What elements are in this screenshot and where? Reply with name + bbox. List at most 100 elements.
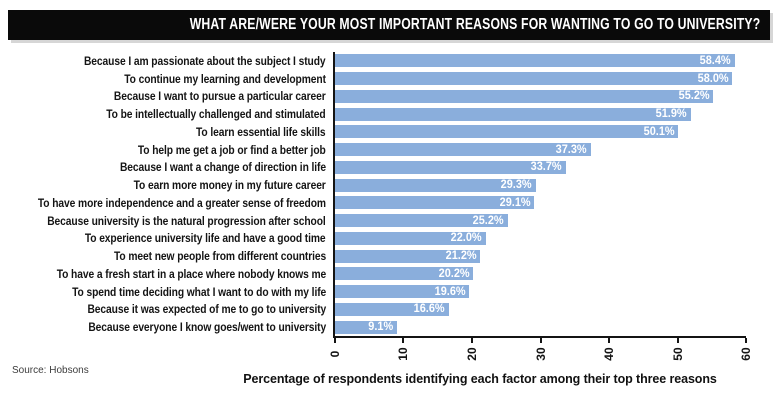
category-label-text: Because university is the natural progre…: [47, 213, 327, 228]
bar-value-label: 37.3%: [555, 143, 587, 156]
bar-value-label: 58.4%: [700, 54, 732, 67]
category-label-text: To meet new people from different countr…: [113, 249, 326, 264]
bar-row: 29.3%: [335, 176, 746, 194]
bar: 16.6%: [335, 302, 449, 316]
source-note: Source: Hobsons: [12, 365, 89, 376]
category-label: To help me get a job or find a better jo…: [0, 141, 326, 159]
bar: 50.1%: [335, 125, 679, 139]
category-label: To earn more money in my future career: [0, 176, 326, 194]
category-label-text: To have a fresh start in a place where n…: [56, 266, 327, 281]
category-label: To meet new people from different countr…: [0, 247, 326, 265]
category-label: To have more independence and a greater …: [0, 194, 326, 212]
bar-row: 33.7%: [335, 159, 746, 177]
category-label: Because it was expected of me to go to u…: [0, 301, 326, 319]
x-axis-ticks: 0 10 20 30 40 50 60: [328, 336, 753, 376]
bar: 9.1%: [335, 320, 398, 334]
category-label: To be intellectually challenged and stim…: [0, 105, 326, 123]
bar: 55.2%: [335, 89, 714, 103]
bar-row: 58.4%: [335, 52, 746, 70]
category-label-text: Because everyone I know goes/went to uni…: [88, 320, 326, 335]
chart-title-bar: WHAT ARE/WERE YOUR MOST IMPORTANT REASON…: [8, 10, 770, 40]
bar: 25.2%: [335, 214, 508, 228]
bar-value-label: 29.3%: [500, 178, 532, 191]
bar-row: 9.1%: [335, 318, 746, 336]
bar-row: 25.2%: [335, 212, 746, 230]
x-axis-tick-mark: [334, 338, 336, 343]
x-axis-tick-mark: [607, 338, 610, 343]
chart-title: WHAT ARE/WERE YOUR MOST IMPORTANT REASON…: [189, 16, 760, 33]
category-label-text: To spend time deciding what I want to do…: [71, 284, 326, 299]
category-label-text: To experience university life and have a…: [85, 231, 326, 246]
category-label-text: To have more independence and a greater …: [37, 195, 326, 210]
bar-value-label: 29.1%: [499, 196, 531, 209]
bar-value-label: 58.0%: [697, 72, 729, 85]
bar-row: 19.6%: [335, 283, 746, 301]
bar-row: 16.6%: [335, 301, 746, 319]
bar-value-label: 16.6%: [413, 303, 445, 316]
category-label: Because I want to pursue a particular ca…: [0, 88, 326, 106]
bar-row: 51.9%: [335, 105, 746, 123]
category-label: Because I want a change of direction in …: [0, 159, 326, 177]
bar-row: 20.2%: [335, 265, 746, 283]
bar: 21.2%: [335, 249, 481, 263]
bar-value-label: 33.7%: [530, 161, 562, 174]
x-axis-tick-label-text: 0: [328, 350, 342, 358]
bar-value-label: 51.9%: [655, 107, 687, 120]
x-axis-tick-mark: [402, 338, 405, 343]
category-label-text: To be intellectually challenged and stim…: [106, 107, 326, 122]
category-label: To experience university life and have a…: [0, 230, 326, 248]
category-label-text: Because I want a change of direction in …: [119, 160, 326, 175]
category-label: Because university is the natural progre…: [0, 212, 327, 230]
x-axis-tick-mark: [470, 338, 473, 343]
category-label: To learn essential life skills: [0, 123, 326, 141]
x-axis-tick-label-text: 50: [670, 347, 685, 361]
bar: 29.3%: [335, 178, 536, 192]
bar: 22.0%: [335, 231, 486, 245]
x-axis-tick-label-text: 40: [601, 347, 616, 361]
bar: 51.9%: [335, 107, 691, 121]
category-label-text: Because it was expected of me to go to u…: [87, 302, 326, 317]
x-axis-title: Percentage of respondents identifying ea…: [243, 372, 717, 386]
bar-row: 55.2%: [335, 88, 746, 106]
bar: 19.6%: [335, 285, 470, 299]
category-label-text: To help me get a job or find a better jo…: [138, 142, 326, 157]
bar-value-label: 20.2%: [438, 267, 470, 280]
bar: 58.4%: [335, 54, 736, 68]
bar-value-label: 55.2%: [678, 90, 710, 103]
x-axis-tick-label-text: 10: [396, 347, 411, 361]
category-labels-column: Because I am passionate about the subjec…: [0, 52, 326, 336]
bar-value-label: 21.2%: [445, 249, 477, 262]
bar-value-label: 19.6%: [434, 285, 466, 298]
x-axis-tick-label-text: 30: [533, 347, 548, 361]
x-axis-tick-label-text: 20: [464, 347, 479, 361]
bar: 20.2%: [335, 267, 474, 281]
category-label: Because I am passionate about the subjec…: [0, 52, 326, 70]
category-label-text: Because I am passionate about the subjec…: [84, 53, 326, 68]
category-label: To continue my learning and development: [0, 70, 326, 88]
x-axis-tick-mark: [676, 338, 679, 343]
category-label-text: To continue my learning and development: [124, 71, 326, 86]
category-label-text: To learn essential life skills: [196, 124, 326, 139]
category-label: Because everyone I know goes/went to uni…: [0, 318, 326, 336]
category-label-text: To earn more money in my future career: [133, 178, 326, 193]
x-axis-tick-mark: [745, 338, 747, 343]
bar-value-label: 9.1%: [368, 320, 394, 333]
x-axis-tick-mark: [539, 338, 542, 343]
bar-row: 37.3%: [335, 141, 746, 159]
bar-value-label: 50.1%: [643, 125, 675, 138]
plot-area: 58.4% 58.0% 55.2% 51.9% 50.1% 37.3% 33.7% 29.3%…: [328, 52, 753, 361]
bar: 37.3%: [335, 143, 591, 157]
bar-row: 29.1%: [335, 194, 746, 212]
category-label: To have a fresh start in a place where n…: [0, 265, 327, 283]
bar: 29.1%: [335, 196, 535, 210]
category-label-text: Because I want to pursue a particular ca…: [114, 89, 326, 104]
x-axis-tick-label-text: 60: [739, 347, 753, 361]
bar-row: 58.0%: [335, 70, 746, 88]
bar-value-label: 25.2%: [472, 214, 504, 227]
bar-value-label: 22.0%: [450, 232, 482, 245]
bar-row: 50.1%: [335, 123, 746, 141]
bar: 33.7%: [335, 160, 566, 174]
bars-container: 58.4% 58.0% 55.2% 51.9% 50.1% 37.3% 33.7% 29.3%…: [335, 52, 746, 336]
bar-row: 21.2%: [335, 247, 746, 265]
